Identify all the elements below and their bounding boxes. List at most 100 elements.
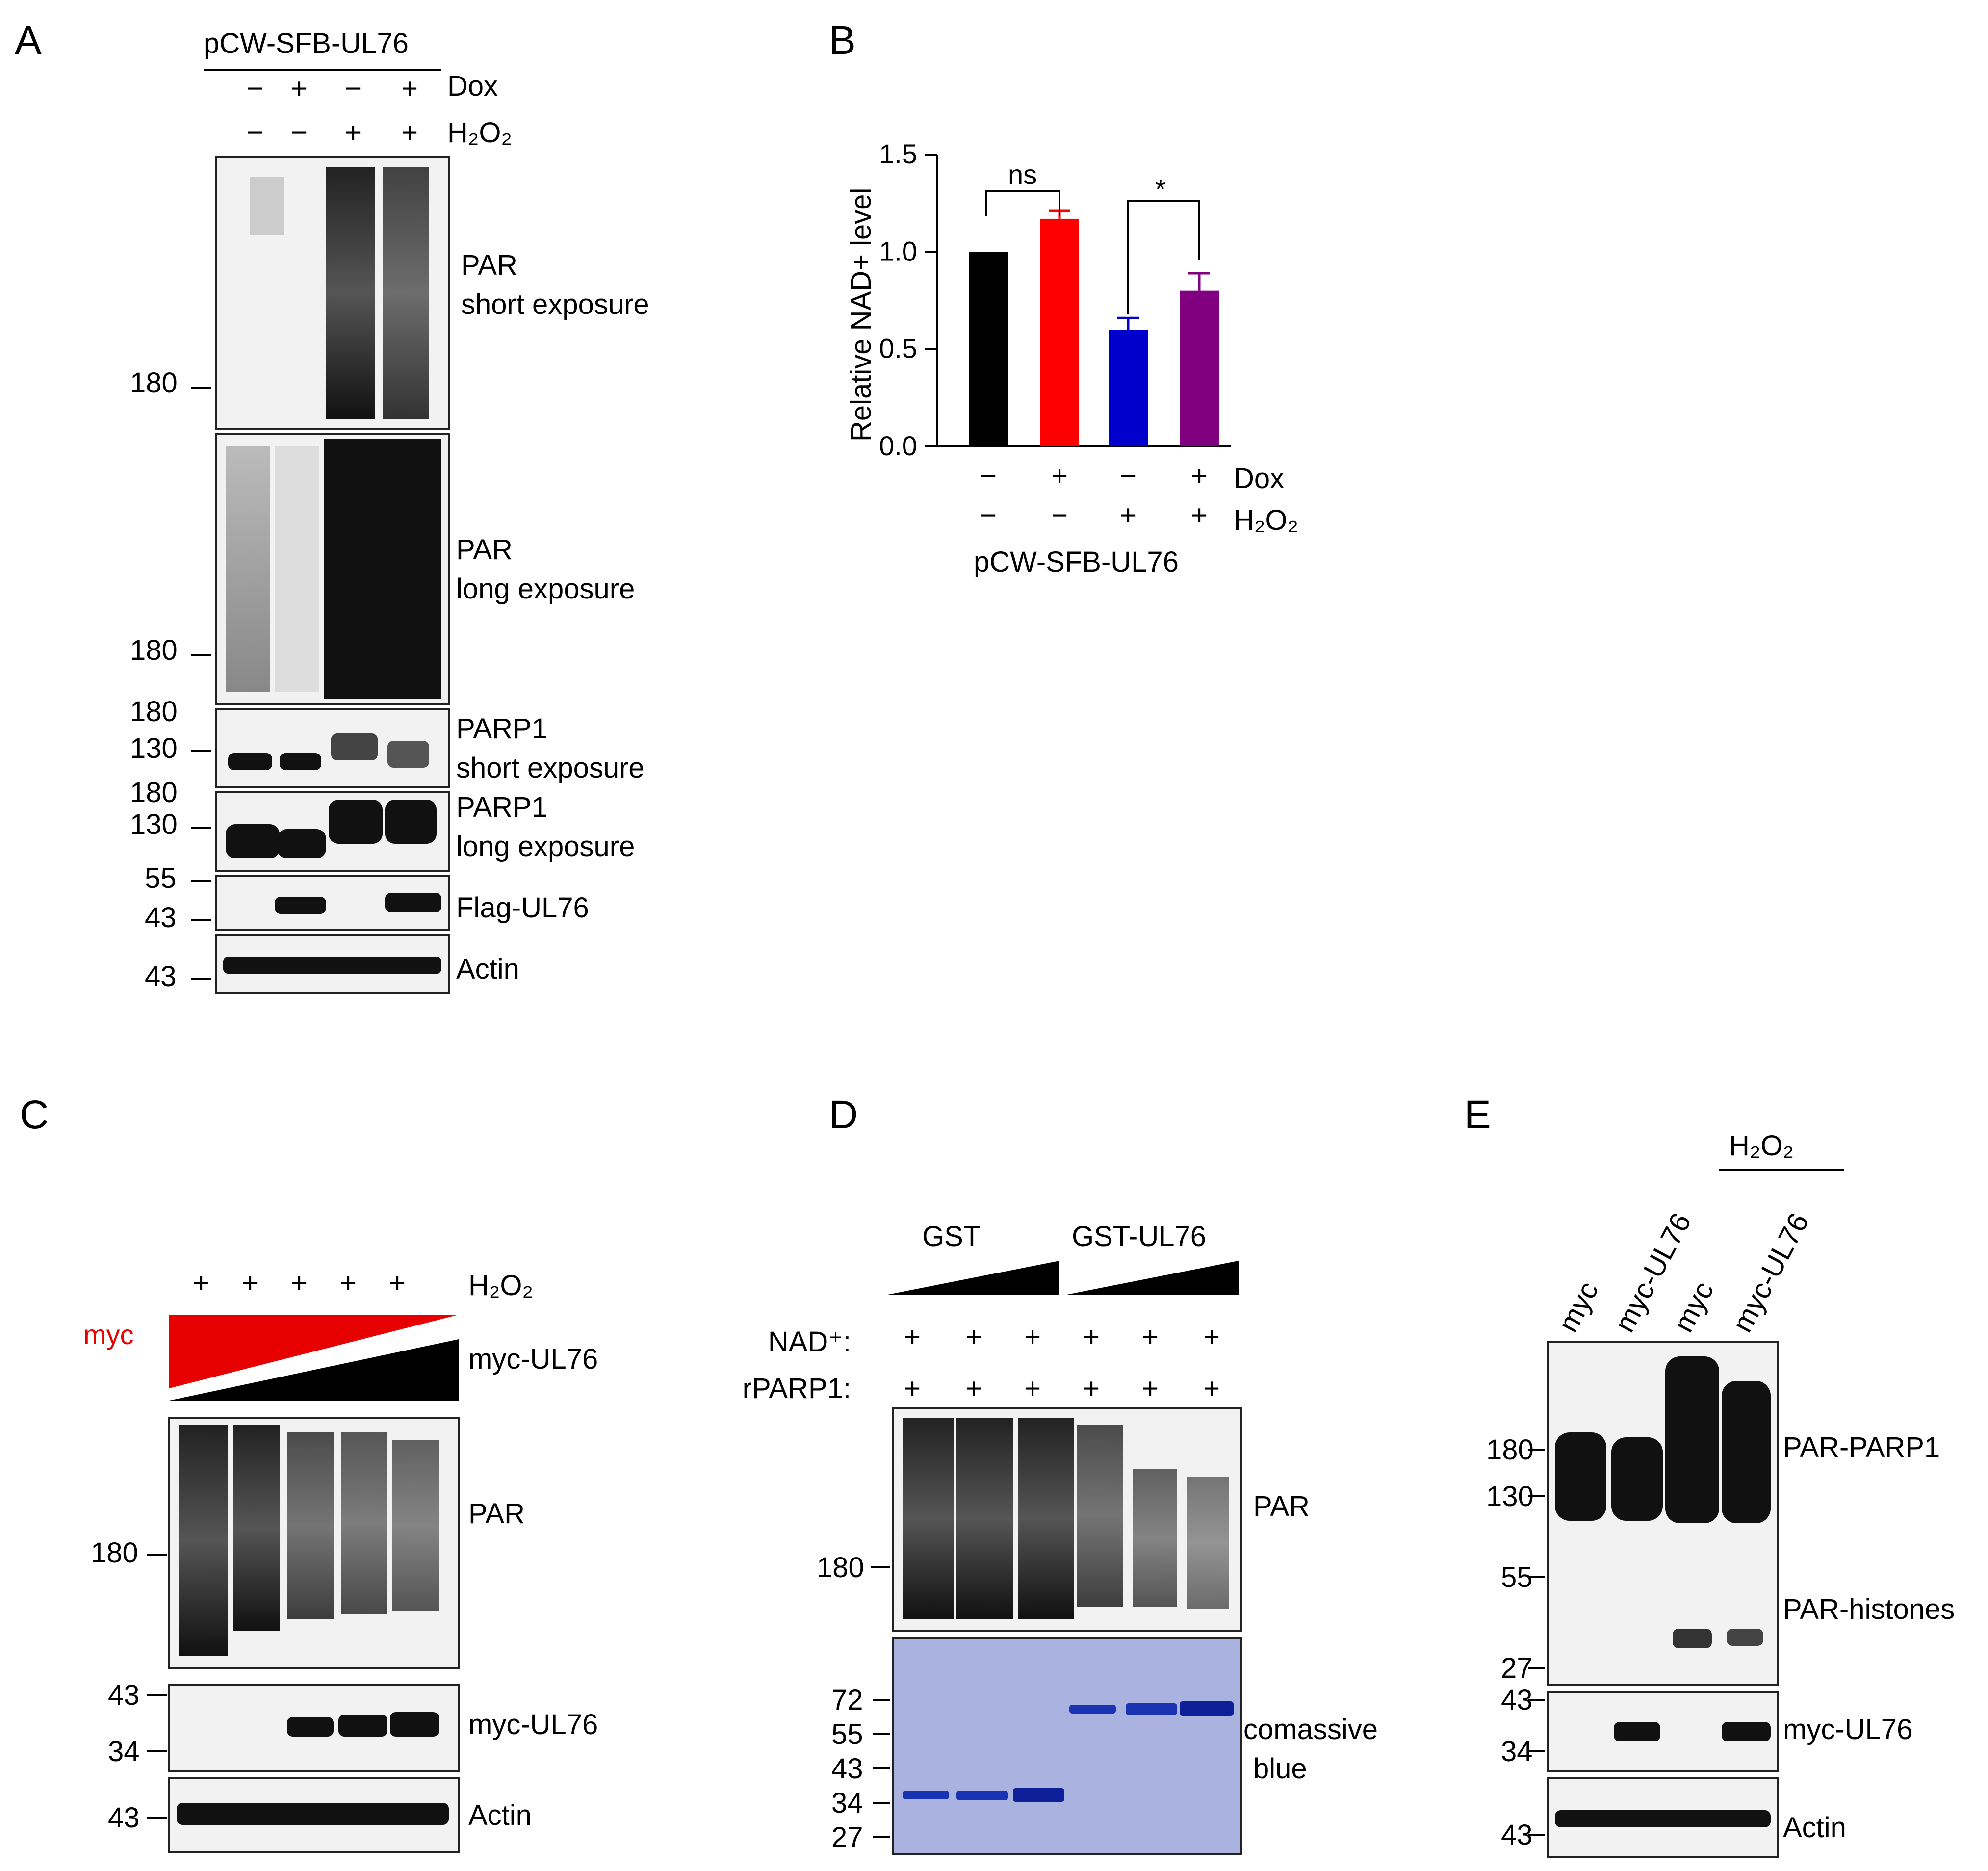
b-ylabel: Relative NAD+ level: [845, 188, 877, 442]
c-myc-ul76-band3: [287, 1717, 334, 1737]
a-parp1-short-band4: [387, 741, 429, 768]
c-par-lane3: [287, 1432, 334, 1619]
a-mw-parp1-long-130: 130: [130, 808, 178, 840]
d-rparp1-5: +: [1142, 1373, 1159, 1404]
b-y-tick-label: 1.0: [879, 235, 917, 266]
a-par-long-sub: long exposure: [456, 573, 635, 605]
d-gstul76-band2: [1126, 1703, 1177, 1715]
e-par-lane3: [1665, 1356, 1719, 1523]
a-flag-band2: [275, 897, 326, 914]
b-y-tick-label: 0.5: [879, 333, 917, 364]
e-myc-ul76-band2: [1614, 1722, 1660, 1741]
b-bracket-ns: [985, 190, 1060, 216]
a-par-short-sub: short exposure: [461, 288, 649, 320]
c-mw-43: 43: [108, 1679, 140, 1711]
d-rparp1-4: +: [1083, 1373, 1100, 1404]
d-gstul76-band3: [1180, 1701, 1234, 1716]
d-coomassie-name: comassive: [1243, 1714, 1378, 1745]
a-dox-label: Dox: [447, 70, 498, 102]
b-error-bar: [1188, 272, 1210, 291]
c-h2o2-label: H₂O₂: [468, 1270, 533, 1301]
e-par-lane2: [1611, 1437, 1663, 1521]
panel-a-construct: pCW-SFB-UL76: [204, 27, 409, 59]
b-dox-1: −: [980, 460, 997, 492]
a-parp1-short-name: PARP1: [456, 713, 547, 745]
d-mw-180: 180: [817, 1552, 864, 1584]
b-sig-ns: ns: [1008, 159, 1037, 190]
a-flag-band4: [385, 893, 441, 912]
d-gstul76-band1: [1069, 1705, 1116, 1714]
c-myc-ul76-name: myc-UL76: [468, 1709, 598, 1741]
e-histone-band3: [1673, 1629, 1712, 1648]
e-myc-ul76-band4: [1722, 1722, 1771, 1741]
a-h2o2-3: +: [345, 117, 361, 149]
a-mw-par-long-180: 180: [130, 634, 178, 666]
e-mw-180: 180: [1486, 1434, 1534, 1466]
c-par-lane5: [392, 1440, 439, 1611]
a-par-short-lane1: [250, 177, 284, 235]
d-nad-6: +: [1203, 1321, 1220, 1353]
panel-e-label: E: [1464, 1092, 1491, 1137]
e-h2o2-label: H₂O₂: [1729, 1130, 1794, 1162]
a-parp1-long-band2: [277, 829, 326, 858]
e-myc-ul76-name: myc-UL76: [1783, 1714, 1912, 1745]
e-lane3: myc: [1667, 1276, 1720, 1337]
a-par-short-name: PAR: [461, 249, 517, 281]
a-h2o2-label: H₂O₂: [447, 117, 512, 149]
a-mw-parp1-long-180: 180: [130, 777, 178, 808]
e-actin-name: Actin: [1783, 1812, 1846, 1844]
a-par-long-lane1: [226, 446, 270, 692]
b-h2o2-4: +: [1191, 499, 1208, 531]
c-h2o2-4: +: [340, 1267, 357, 1299]
a-par-long-name: PAR: [456, 534, 513, 566]
c-myc-ul76-label: myc-UL76: [468, 1343, 598, 1375]
b-dox-label: Dox: [1234, 463, 1284, 494]
d-gst-ul76-label: GST-UL76: [1072, 1221, 1206, 1252]
e-histone-band4: [1727, 1629, 1763, 1646]
d-rparp1-label: rPARP1:: [743, 1373, 851, 1404]
a-parp1-short-band3: [331, 733, 378, 760]
e-mw-27: 27: [1501, 1652, 1533, 1684]
b-h2o2-1: −: [980, 499, 997, 531]
d-par-lane5: [1133, 1469, 1177, 1607]
b-bar: [1109, 330, 1148, 446]
c-mw-actin-43: 43: [108, 1802, 140, 1834]
panel-e: E H₂O₂ myc myc-UL76 myc myc-UL76 PAR-PAR…: [1464, 1092, 1955, 1858]
e-par-parp1-name: PAR-PARP1: [1783, 1431, 1940, 1463]
e-par-lane1: [1555, 1432, 1606, 1521]
a-dox-1: −: [247, 73, 263, 104]
d-par-lane3: [1018, 1418, 1074, 1619]
a-parp1-long-sub: long exposure: [456, 831, 635, 862]
d-rparp1-2: +: [965, 1373, 982, 1404]
a-parp1-long-band4: [385, 800, 437, 844]
d-gst-band2: [956, 1791, 1008, 1800]
d-rparp1-3: +: [1024, 1373, 1041, 1404]
d-mw-55: 55: [831, 1718, 863, 1750]
a-h2o2-2: −: [291, 117, 308, 149]
e-mw-34: 34: [1501, 1736, 1533, 1767]
a-mw-flag-55: 55: [145, 862, 177, 894]
d-nad-1: +: [904, 1321, 921, 1353]
e-lane1: myc: [1552, 1276, 1604, 1337]
a-parp1-long-name: PARP1: [456, 791, 547, 823]
panel-b-label: B: [829, 18, 856, 63]
b-bar: [969, 252, 1008, 446]
c-ul76-wedge: [169, 1339, 459, 1401]
b-error-bar: [1117, 316, 1139, 330]
panel-d-label: D: [829, 1092, 858, 1137]
b-construct: pCW-SFB-UL76: [974, 546, 1179, 578]
a-h2o2-1: −: [247, 117, 263, 149]
d-par-name: PAR: [1253, 1490, 1310, 1522]
d-rparp1-6: +: [1203, 1373, 1220, 1404]
a-actin-name: Actin: [456, 953, 519, 985]
d-gst-band3: [1013, 1788, 1064, 1802]
panel-a-label: A: [15, 18, 42, 63]
d-gst-band1: [903, 1791, 949, 1799]
b-y-tick-label: 1.5: [879, 138, 917, 169]
b-bars: [969, 209, 1219, 446]
a-h2o2-4: +: [401, 117, 418, 149]
e-mw-55: 55: [1501, 1561, 1533, 1593]
b-bar: [1040, 218, 1079, 446]
b-y-tick-label: 0.0: [879, 430, 917, 461]
